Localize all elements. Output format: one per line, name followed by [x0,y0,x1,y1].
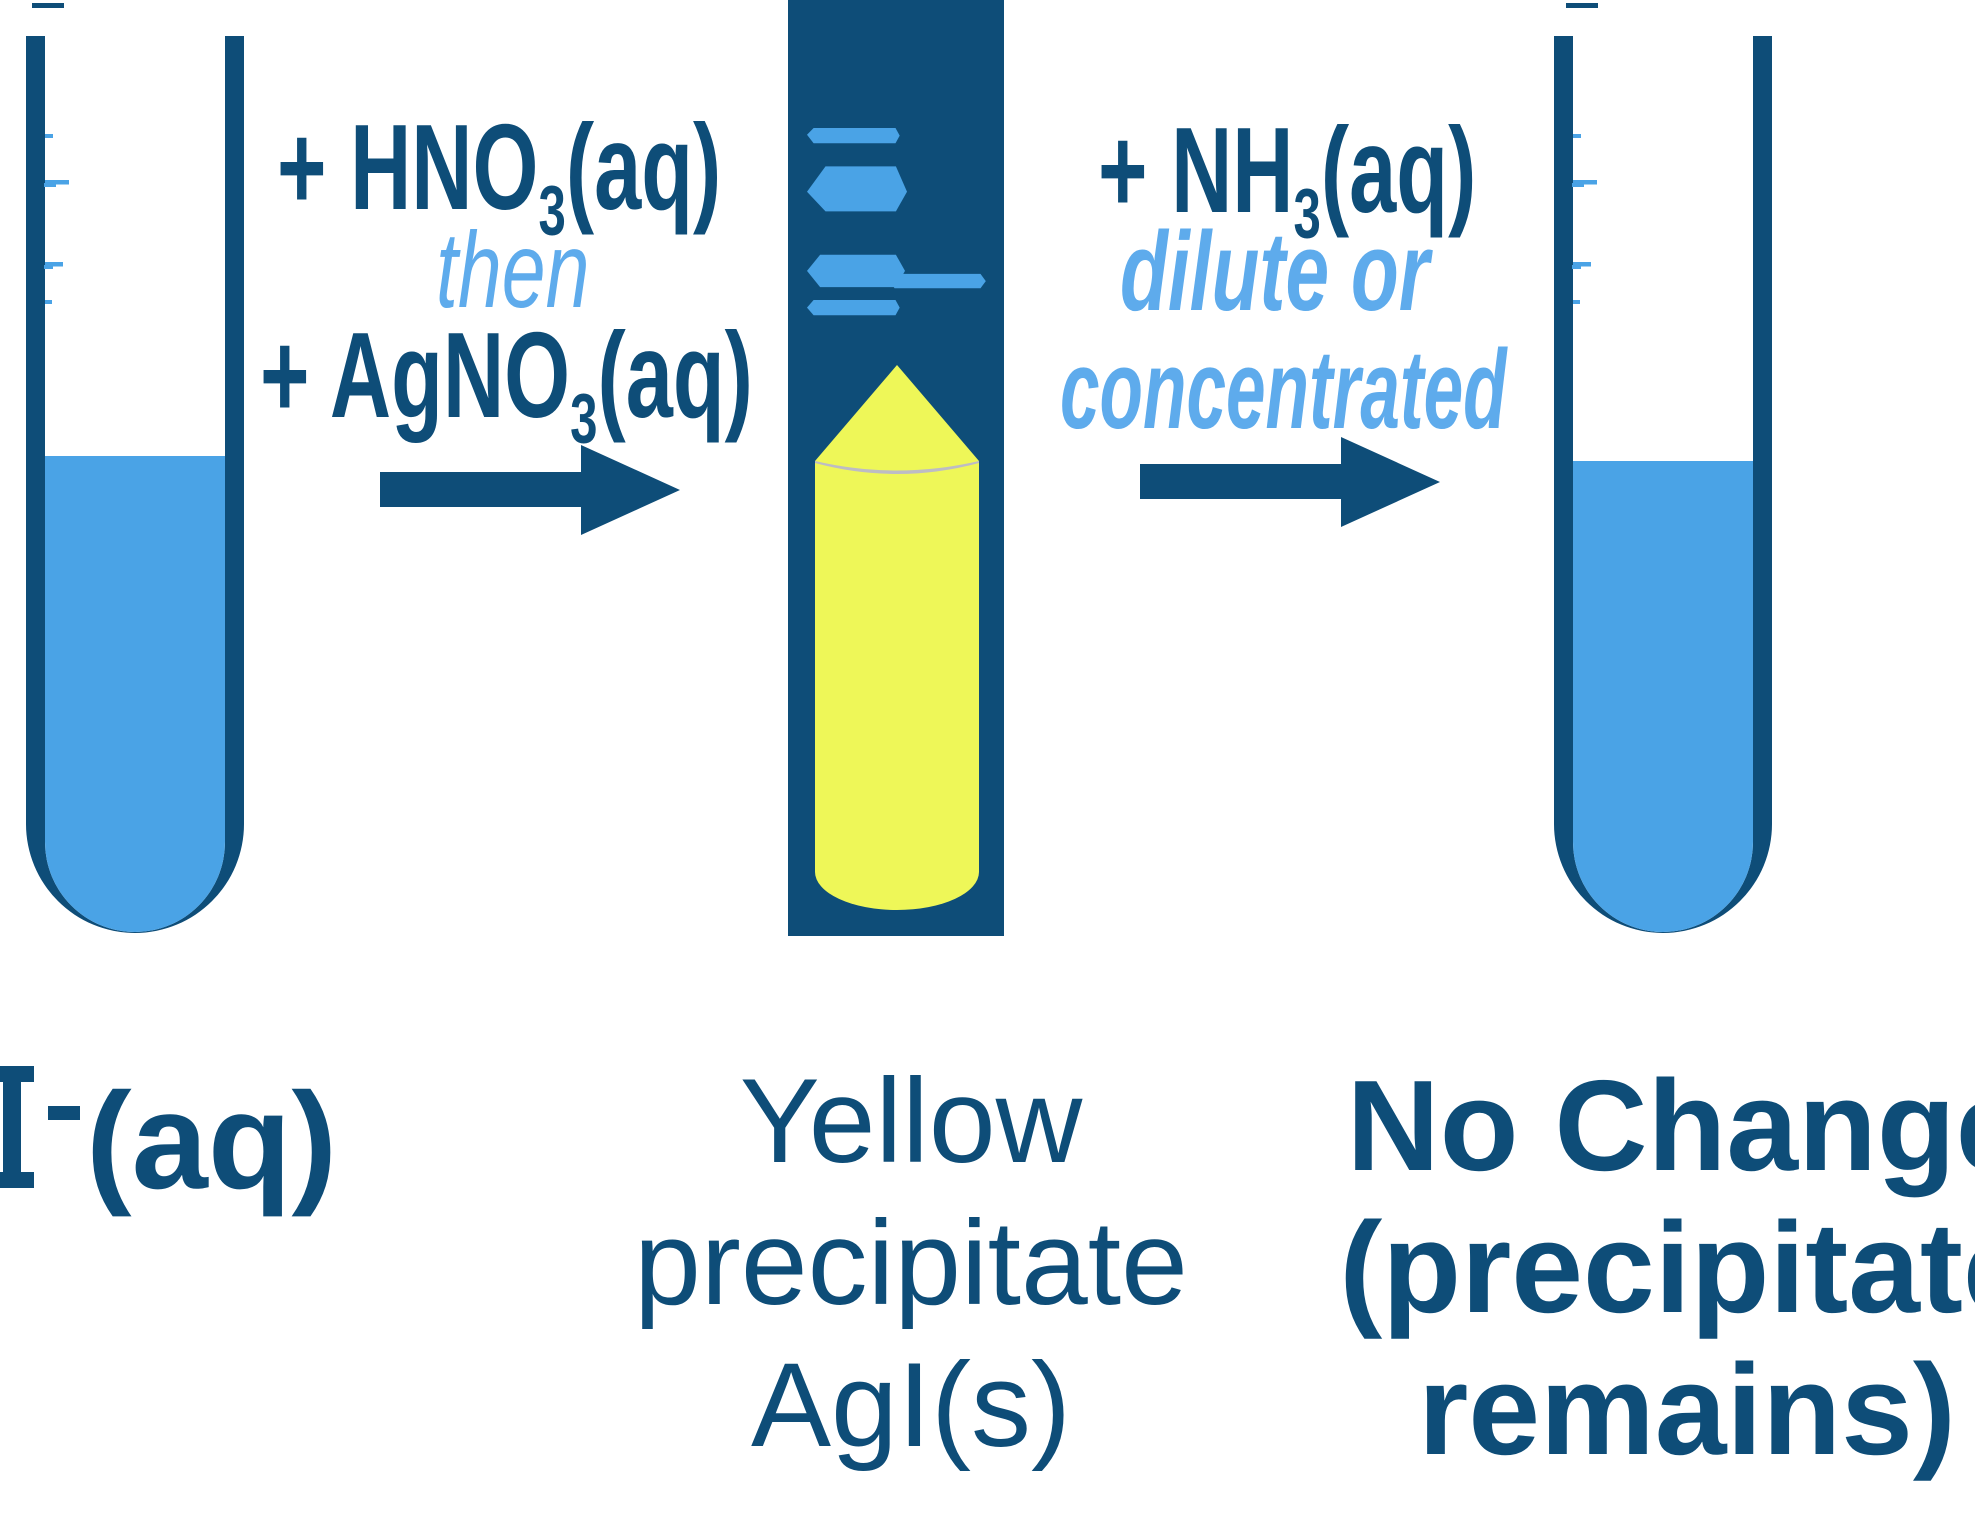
svg-text:(aq): (aq) [86,1066,337,1218]
